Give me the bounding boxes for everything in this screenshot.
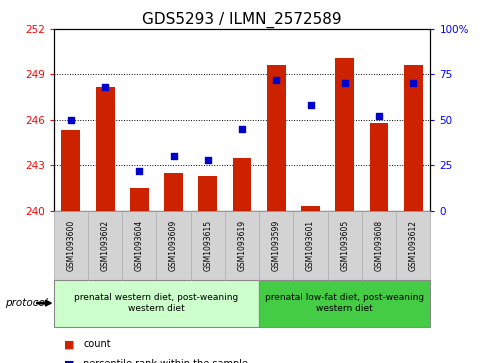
Text: protocol: protocol [5, 298, 47, 308]
Text: GSM1093600: GSM1093600 [66, 219, 75, 271]
Point [340, 81, 348, 86]
Text: count: count [83, 339, 110, 350]
Point [408, 81, 416, 86]
Title: GDS5293 / ILMN_2572589: GDS5293 / ILMN_2572589 [142, 12, 341, 28]
Text: percentile rank within the sample: percentile rank within the sample [83, 359, 247, 363]
Text: GSM1093602: GSM1093602 [101, 220, 109, 270]
Point [101, 84, 109, 90]
Text: GSM1093599: GSM1093599 [271, 219, 280, 271]
Point [135, 168, 143, 174]
Bar [403, 65, 422, 211]
Point [203, 157, 211, 163]
Text: ■: ■ [63, 339, 74, 350]
Bar [130, 188, 148, 211]
Bar [369, 123, 387, 211]
Bar [301, 206, 319, 211]
Text: GSM1093619: GSM1093619 [237, 220, 246, 270]
Point [238, 126, 245, 132]
Text: GSM1093615: GSM1093615 [203, 220, 212, 270]
Text: GSM1093612: GSM1093612 [408, 220, 417, 270]
Point [272, 77, 280, 83]
Text: GSM1093608: GSM1093608 [374, 220, 383, 270]
Bar [96, 86, 114, 211]
Bar [164, 173, 183, 211]
Point [374, 113, 382, 119]
Bar [198, 176, 217, 211]
Text: prenatal low-fat diet, post-weaning
western diet: prenatal low-fat diet, post-weaning west… [264, 293, 424, 313]
Text: ■: ■ [63, 359, 74, 363]
Bar [61, 130, 80, 211]
Bar [266, 65, 285, 211]
Point [169, 153, 177, 159]
Point [306, 102, 314, 108]
Text: GSM1093605: GSM1093605 [340, 219, 348, 271]
Bar [232, 158, 251, 211]
Point [67, 117, 75, 123]
Bar [335, 58, 353, 211]
Text: prenatal western diet, post-weaning
western diet: prenatal western diet, post-weaning west… [74, 293, 238, 313]
Text: GSM1093604: GSM1093604 [135, 219, 143, 271]
Text: GSM1093609: GSM1093609 [169, 219, 178, 271]
Text: GSM1093601: GSM1093601 [305, 220, 314, 270]
